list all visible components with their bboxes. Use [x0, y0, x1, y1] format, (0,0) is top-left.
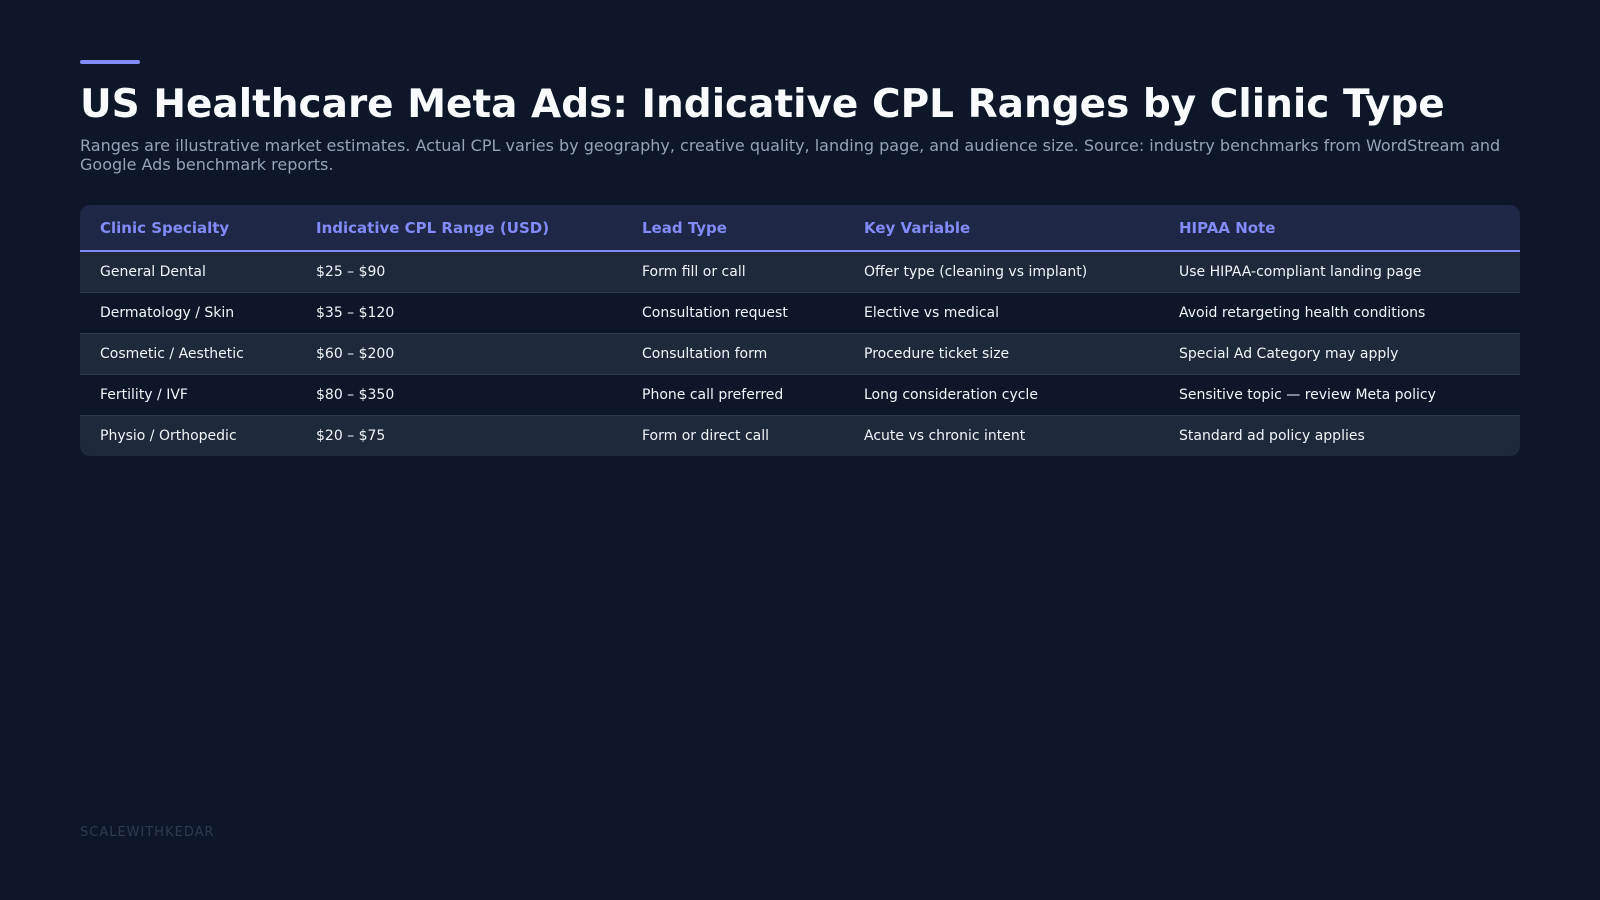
table-cell: Dermatology / Skin: [80, 292, 296, 334]
table-cell: Physio / Orthopedic: [100, 428, 237, 444]
table-cell: Form or direct call: [642, 428, 770, 444]
table-cell: Offer type (cleaning vs implant): [844, 251, 1159, 293]
page-title: US Healthcare Meta Ads: Indicative CPL R…: [80, 82, 1445, 127]
table-cell: $25 – $90: [296, 251, 622, 293]
table-cell: Avoid retargeting health conditions: [1159, 292, 1520, 334]
table-row: Fertility / IVF $80 – $350 Phone call pr…: [80, 374, 1520, 416]
column-header: Indicative CPL Range (USD): [296, 205, 622, 252]
table-row: Physio / Orthopedic $20 – $75 Form or di…: [80, 415, 1520, 456]
table-cell: Use HIPAA-compliant landing page: [1159, 251, 1520, 293]
table-cell: Acute vs chronic intent: [864, 428, 1026, 444]
table-cell: Special Ad Category may apply: [1159, 333, 1520, 375]
table-cell: Phone call preferred: [622, 374, 844, 416]
column-header: Clinic Specialty: [80, 205, 296, 252]
table-cell: Fertility / IVF: [80, 374, 296, 416]
cpl-table: Clinic Specialty Indicative CPL Range (U…: [80, 205, 1520, 456]
table-cell: Sensitive topic — review Meta policy: [1159, 374, 1520, 416]
table-cell: Consultation form: [622, 333, 844, 375]
table-cell: Form fill or call: [622, 251, 844, 293]
table-cell: General Dental: [80, 251, 296, 293]
table-cell: $80 – $350: [296, 374, 622, 416]
table-row: Dermatology / Skin $35 – $120 Consultati…: [80, 292, 1520, 334]
cpl-table-container: Clinic Specialty Indicative CPL Range (U…: [80, 205, 1520, 456]
column-header: Lead Type: [622, 205, 844, 252]
column-header: Key Variable: [844, 205, 1159, 252]
footer-brand: SCALEWITHKEDAR: [80, 825, 215, 840]
table-row: Cosmetic / Aesthetic $60 – $200 Consulta…: [80, 333, 1520, 375]
table-cell: Consultation request: [622, 292, 844, 334]
table-cell: Standard ad policy applies: [1179, 428, 1365, 444]
table-cell: Procedure ticket size: [844, 333, 1159, 375]
column-header: HIPAA Note: [1159, 205, 1520, 252]
table-cell: $35 – $120: [296, 292, 622, 334]
table-header-row: Clinic Specialty Indicative CPL Range (U…: [80, 205, 1520, 252]
table-cell: Cosmetic / Aesthetic: [80, 333, 296, 375]
accent-bar: [80, 60, 140, 64]
table-cell: Elective vs medical: [844, 292, 1159, 334]
table-row: General Dental $25 – $90 Form fill or ca…: [80, 251, 1520, 293]
table-cell: $60 – $200: [296, 333, 622, 375]
table-cell: $20 – $75: [316, 428, 386, 444]
page-subtitle: Ranges are illustrative market estimates…: [80, 136, 1501, 174]
table-cell: Long consideration cycle: [844, 374, 1159, 416]
